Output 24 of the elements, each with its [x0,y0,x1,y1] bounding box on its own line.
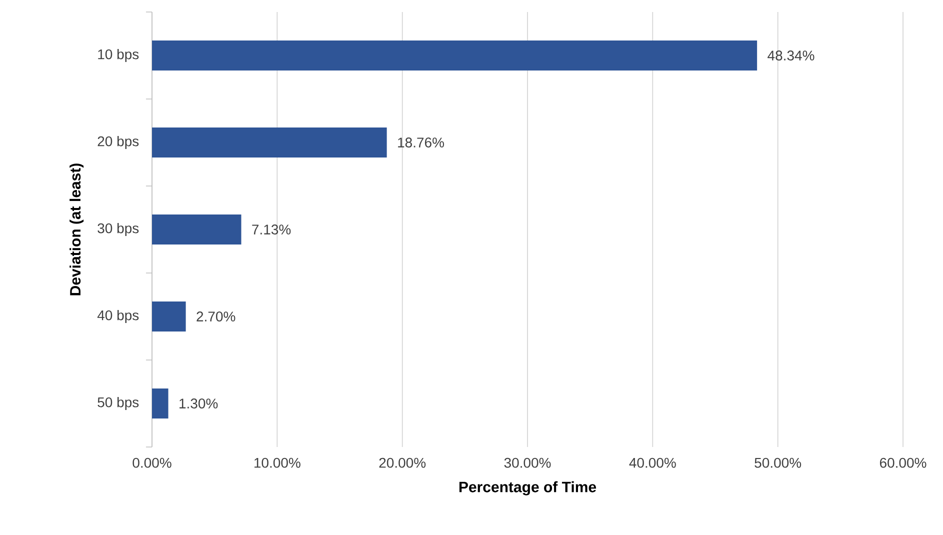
bar [152,128,387,158]
y-tick-label: 50 bps [98,396,139,410]
x-tick-label: 30.00% [504,458,551,468]
y-tick-label: 40 bps [97,310,139,324]
bar [152,302,186,332]
x-tick-label: 60.00% [880,458,926,468]
data-label: 48.34% [768,50,814,60]
bar [152,40,758,70]
x-tick-label: 50.00% [754,458,802,468]
y-tick-label: 30 bps [98,222,139,236]
data-label: 7.13% [252,224,291,234]
bar [152,388,168,419]
x-tick-label: 20.00% [379,458,426,468]
data-label: 2.70% [196,312,236,322]
x-tick-label: 0.00% [132,458,172,468]
data-label: 1.30% [180,398,218,408]
bar [152,214,242,245]
data-label: 18.76% [398,138,444,148]
x-axis-title: Percentage of Time [459,481,596,496]
x-tick-label: 10.00% [254,458,300,468]
y-axis-title: Deviation (at least) [70,164,84,296]
x-tick-label: 40.00% [629,458,676,468]
y-tick-label: 20 bps [98,136,139,150]
y-tick-label: 10 bps [98,48,139,62]
